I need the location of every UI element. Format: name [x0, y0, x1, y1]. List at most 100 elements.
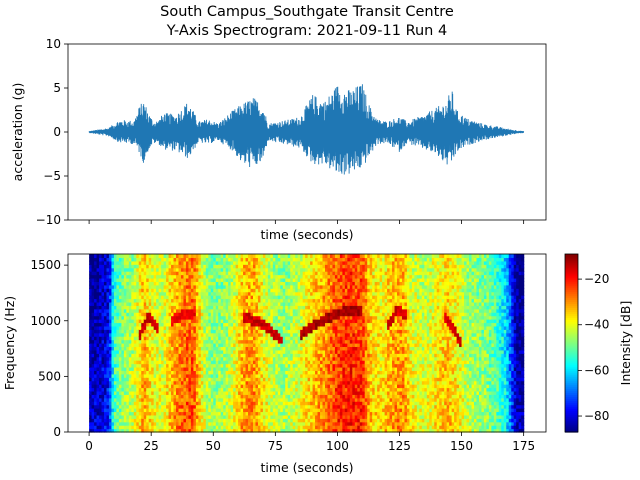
spectrogram-cell [243, 281, 247, 286]
spectrogram-cell [220, 305, 224, 310]
spectrogram-cell [193, 339, 197, 344]
spectrogram-cell [163, 404, 167, 409]
spectrogram-cell [208, 370, 212, 375]
spectrogram-cell [171, 360, 175, 365]
spectrogram-cell [101, 264, 105, 269]
spectrogram-cell [210, 366, 214, 371]
spectrogram-cell [250, 336, 254, 341]
spectrogram-cell [121, 404, 125, 409]
spectrogram-cell [94, 397, 98, 402]
spectrogram-cell [245, 305, 249, 310]
spectrogram-cell [156, 411, 160, 416]
spectrogram-cell [89, 363, 93, 368]
spectrogram-cell [233, 332, 237, 337]
spectrogram-cell [225, 349, 229, 354]
spectrogram-cell [101, 428, 105, 433]
spectrogram-cell [148, 291, 152, 296]
spectrogram-cell [146, 401, 150, 406]
spectrogram-cell [305, 370, 309, 375]
spectrogram-cell [143, 329, 147, 334]
spectrogram-cell [230, 394, 234, 399]
spectrogram-cell [210, 404, 214, 409]
spectrogram-cell [91, 312, 95, 317]
spectrogram-cell [307, 425, 311, 430]
spectrogram-cell [285, 353, 289, 358]
spectrogram-cell [285, 404, 289, 409]
spectrogram-cell [252, 274, 257, 279]
spectrogram-cell [235, 360, 239, 365]
spectrogram-cell [300, 336, 304, 341]
spectrogram-cell [161, 343, 165, 348]
spectrogram-cell [143, 401, 147, 406]
spectrogram-cell [257, 336, 262, 341]
spectrogram-cell [161, 360, 165, 365]
spectrogram-cell [272, 267, 276, 272]
spectrogram-cell [131, 411, 135, 416]
spectrogram-cell [228, 346, 232, 351]
spectrogram-cell [158, 284, 162, 289]
spectrogram-cell [265, 356, 269, 361]
spectrogram-cell [168, 298, 172, 303]
spectrogram-cell [325, 332, 329, 337]
spectrogram-cell [173, 390, 177, 395]
spectrogram-cell [94, 418, 98, 423]
spectrogram-cell [322, 332, 326, 337]
spectrogram-cell [188, 373, 192, 378]
spectrogram-cell [131, 380, 135, 385]
spectrogram-cell [238, 349, 242, 354]
spectrogram-cell [248, 408, 252, 413]
spectrogram-cell [108, 325, 113, 330]
spectrogram-cell [205, 360, 209, 365]
spectrogram-cell [118, 264, 122, 269]
spectrogram-cell [136, 274, 140, 279]
spectrogram-cell [161, 373, 165, 378]
spectrogram-cell [190, 281, 194, 286]
spectrogram-cell [272, 349, 276, 354]
spectrogram-cell [305, 271, 309, 276]
spectrogram-cell [156, 325, 160, 330]
spectrogram-cell [183, 322, 187, 327]
spectrogram-cell [128, 271, 132, 276]
spectrogram-cell [248, 370, 252, 375]
spectrogram-cell [317, 260, 321, 265]
spectrogram-cell [111, 353, 115, 358]
spectrogram-cell [287, 404, 291, 409]
spectrogram-cell [248, 353, 252, 358]
spectrogram-cell [262, 281, 266, 286]
spectrogram-cell [138, 411, 142, 416]
spectrogram-cell [148, 336, 152, 341]
spectrogram-cell [317, 301, 321, 306]
spectrogram-cell [210, 308, 214, 313]
spectrogram-cell [138, 332, 142, 337]
spectrogram-cell [94, 401, 98, 406]
spectrogram-cell [267, 288, 271, 293]
spectrogram-cell [307, 291, 311, 296]
spectrogram-cell [223, 284, 227, 289]
spectrogram-cell [233, 319, 237, 324]
spectrogram-cell [307, 284, 311, 289]
spectrogram-cell [275, 305, 279, 310]
spectrogram-cell [166, 271, 170, 276]
spectrogram-cell [282, 421, 286, 426]
spectrogram-cell [312, 414, 316, 419]
spectrogram-cell [257, 291, 262, 296]
spectrogram-cell [272, 343, 276, 348]
spectrogram-cell [96, 421, 100, 426]
spectrogram-cell [205, 353, 209, 358]
spectrogram-cell [265, 349, 269, 354]
spectrogram-cell [146, 356, 150, 361]
spectrogram-cell [302, 414, 306, 419]
spectrogram-cell [106, 421, 110, 426]
spectrogram-cell [168, 322, 172, 327]
spectrogram-cell [176, 408, 180, 413]
spectrogram-cell [203, 349, 207, 354]
spectrogram-cell [210, 343, 214, 348]
spectrogram-cell [200, 408, 204, 413]
spectrogram-cell [272, 360, 276, 365]
spectrogram-cell [138, 260, 142, 265]
spectrogram-cell [238, 284, 242, 289]
spectrogram-cell [200, 401, 204, 406]
spectrogram-cell [310, 418, 314, 423]
spectrogram-cell [166, 277, 170, 282]
spectrogram-cell [297, 414, 301, 419]
